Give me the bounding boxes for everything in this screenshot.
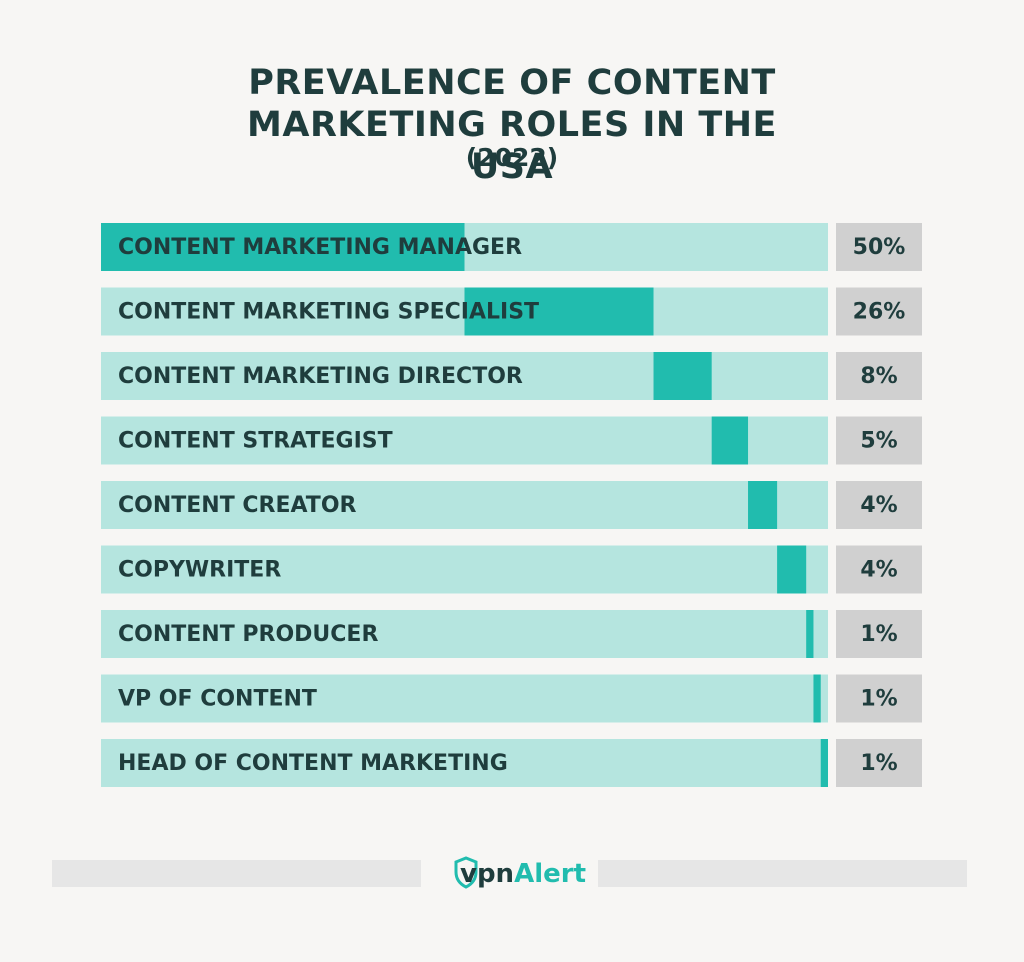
bar-segment — [813, 674, 821, 723]
category-label: CONTENT MARKETING DIRECTOR — [118, 364, 523, 389]
category-label: HEAD OF CONTENT MARKETING — [118, 751, 508, 776]
category-label: CONTENT MARKETING MANAGER — [118, 235, 522, 260]
bar-track — [101, 481, 828, 529]
bar-segment — [653, 352, 712, 400]
value-label: 50% — [853, 235, 906, 260]
category-label: CONTENT MARKETING SPECIALIST — [118, 300, 539, 325]
category-label: CONTENT CREATOR — [118, 493, 357, 518]
bar-track — [101, 545, 828, 594]
value-label: 1% — [860, 687, 897, 712]
value-label: 4% — [860, 558, 897, 583]
value-label: 8% — [860, 364, 897, 389]
value-box — [836, 545, 922, 594]
bar-segment — [820, 739, 828, 787]
chart-subtitle: (2022) — [465, 143, 559, 172]
bar-track — [101, 416, 828, 465]
category-label: CONTENT STRATEGIST — [118, 429, 393, 454]
value-box — [836, 481, 922, 529]
logo-part: Alert — [514, 859, 586, 889]
logo-icon — [454, 856, 478, 889]
chart-title: PREVALENCE OF CONTENT MARKETING ROLES IN… — [247, 63, 777, 187]
value-box — [836, 287, 922, 336]
logo-part: vpn — [460, 859, 514, 889]
value-label: 1% — [860, 622, 897, 647]
category-label: CONTENT PRODUCER — [118, 622, 378, 647]
footer-bar — [598, 860, 967, 887]
value-box — [836, 674, 922, 723]
bar-track — [101, 610, 828, 658]
value-box — [836, 352, 922, 400]
value-box — [836, 223, 922, 271]
bar-segment — [464, 287, 654, 336]
bar-segment — [806, 610, 814, 658]
value-label: 26% — [853, 300, 906, 325]
value-box — [836, 610, 922, 658]
value-box — [836, 416, 922, 465]
bar-segment — [777, 545, 807, 594]
category-label: VP OF CONTENT — [118, 687, 317, 712]
value-label: 4% — [860, 493, 897, 518]
bar-segment — [748, 481, 778, 529]
value-label: 1% — [860, 751, 897, 776]
bar-track — [101, 674, 828, 723]
value-box — [836, 739, 922, 787]
value-label: 5% — [860, 429, 897, 454]
bar-segment — [101, 223, 465, 271]
category-label: COPYWRITER — [118, 558, 281, 583]
bar-segment — [711, 416, 749, 465]
bar-track — [101, 739, 828, 787]
logo: vpnAlert — [460, 859, 586, 889]
footer-bar — [52, 860, 421, 887]
